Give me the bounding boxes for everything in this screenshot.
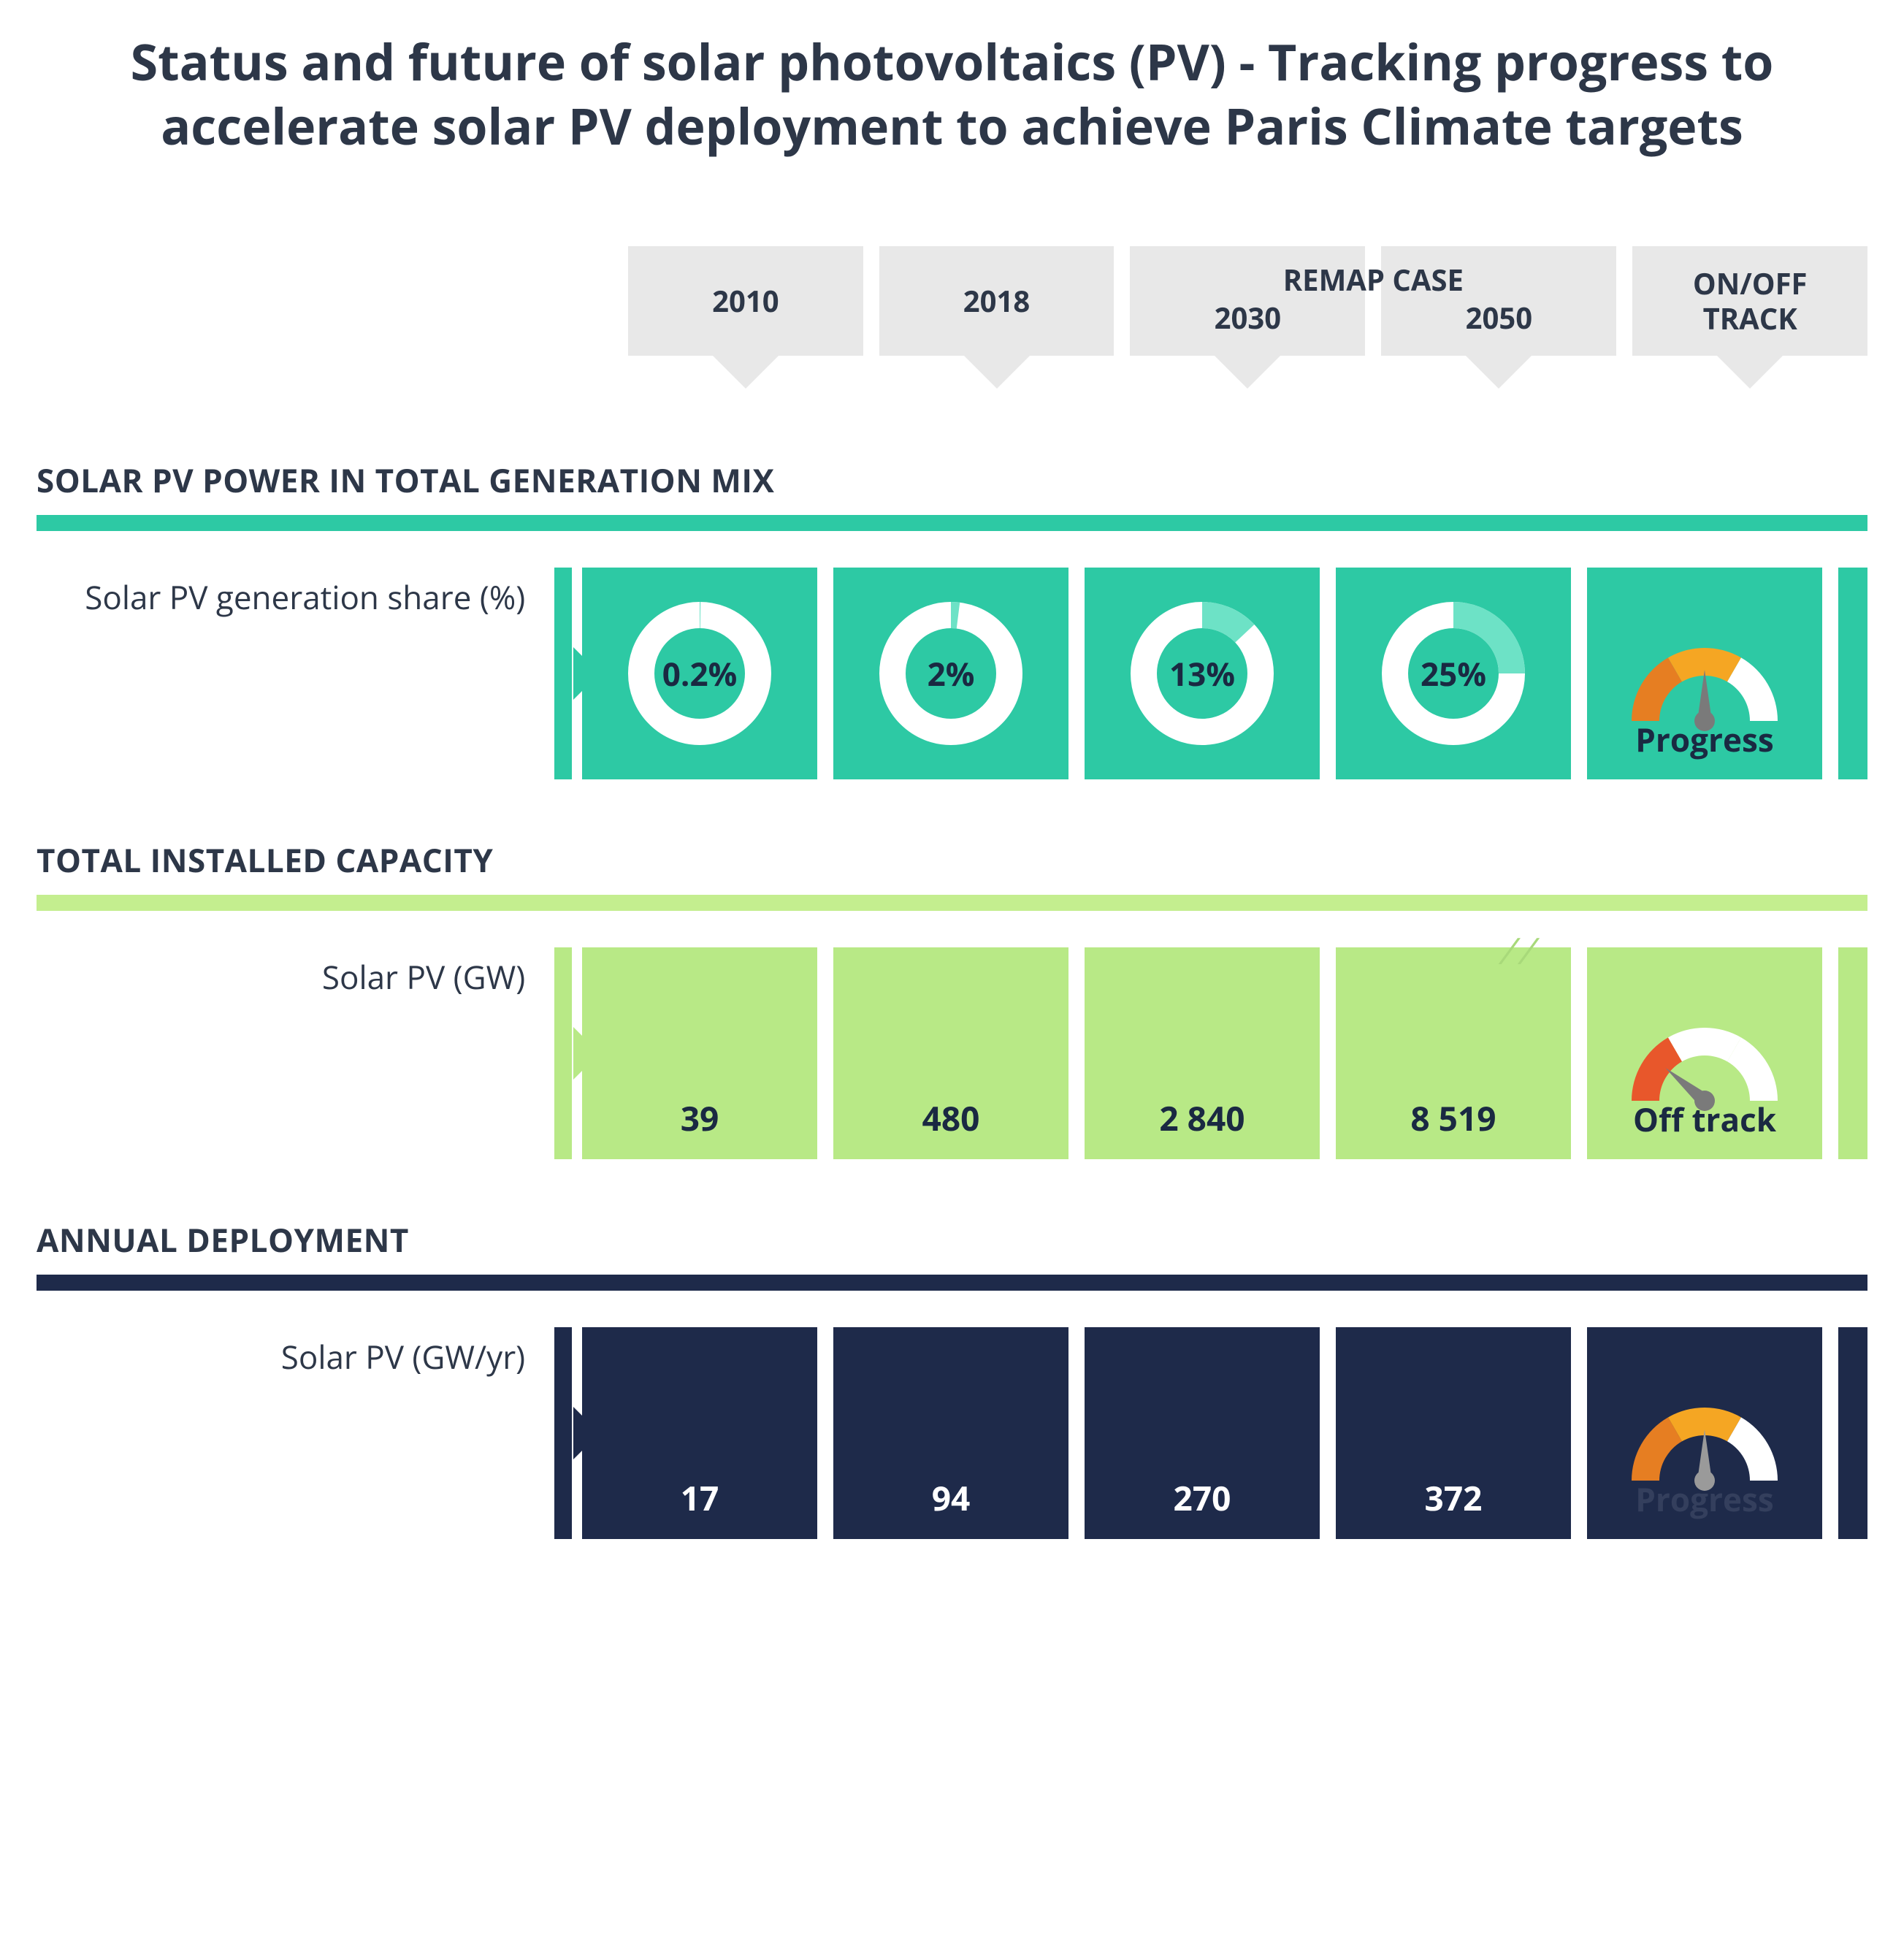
trailing-cell [1838, 1327, 1867, 1539]
data-cell: 2 840 [1085, 947, 1320, 1159]
trailing-cell [1838, 568, 1867, 779]
row-installed-capacity: Solar PV (GW) 39 480 2 840 8 519// Off trac… [37, 947, 1867, 1159]
status-cell: Progress [1587, 568, 1822, 779]
data-cell: 0.2% [582, 568, 817, 779]
header-2018: 2018 [879, 246, 1115, 356]
cell-value: 8 519 [1410, 1096, 1496, 1141]
cell-value: 39 [681, 1096, 719, 1141]
data-cell: 94 [833, 1327, 1068, 1539]
section-generation-mix: SOLAR PV POWER IN TOTAL GENERATION MIX S… [37, 458, 1867, 779]
section-bar-capacity [37, 895, 1867, 911]
data-cell: 8 519// [1336, 947, 1571, 1159]
row-accent [554, 568, 572, 779]
row-label-capacity: Solar PV (GW) [322, 955, 525, 999]
status-label: Progress [1587, 717, 1822, 761]
row-accent [554, 1327, 572, 1539]
page-title: Status and future of solar photovoltaics… [37, 29, 1867, 159]
section-installed-capacity: TOTAL INSTALLED CAPACITY Solar PV (GW) 3… [37, 838, 1867, 1159]
cell-value: 94 [932, 1475, 971, 1521]
section-heading-generation: SOLAR PV POWER IN TOTAL GENERATION MIX [37, 458, 1867, 502]
donut-chart: 25% [1380, 600, 1526, 747]
data-cell: 372 [1336, 1327, 1571, 1539]
header-remap-group: REMAP CASE 2030 2050 [1130, 246, 1616, 356]
data-cell: 13% [1085, 568, 1320, 779]
section-bar-deployment [37, 1275, 1867, 1291]
cell-value: 372 [1425, 1475, 1483, 1521]
status-cell: Off track [1587, 947, 1822, 1159]
header-ontrack: ON/OFF TRACK [1632, 246, 1867, 356]
donut-value: 25% [1380, 600, 1526, 747]
row-accent [554, 947, 572, 1159]
trailing-cell [1838, 947, 1867, 1159]
row-label-generation: Solar PV generation share (%) [85, 575, 525, 619]
data-cell: 480 [833, 947, 1068, 1159]
data-cell: 25% [1336, 568, 1571, 779]
row-generation-share: Solar PV generation share (%) 0.2% 2% 13… [37, 568, 1867, 779]
column-headers: 2010 2018 REMAP CASE 2030 2050 ON/OFF TR… [628, 246, 1867, 356]
deco-icon: // [1494, 925, 1551, 975]
donut-value: 13% [1129, 600, 1275, 747]
cell-value: 17 [681, 1475, 719, 1521]
donut-chart: 2% [878, 600, 1024, 747]
status-label: Progress [1587, 1477, 1822, 1521]
row-label-deployment: Solar PV (GW/yr) [281, 1335, 525, 1378]
data-cell: 17 [582, 1327, 817, 1539]
status-cell: Progress [1587, 1327, 1822, 1539]
data-cell: 270 [1085, 1327, 1320, 1539]
header-remap-label: REMAP CASE [1130, 259, 1616, 299]
status-label: Off track [1587, 1097, 1822, 1141]
cell-value: 480 [922, 1096, 980, 1141]
header-2010: 2010 [628, 246, 863, 356]
data-cell: 39 [582, 947, 817, 1159]
section-heading-deployment: ANNUAL DEPLOYMENT [37, 1218, 1867, 1261]
section-bar-generation [37, 515, 1867, 531]
donut-chart: 0.2% [627, 600, 773, 747]
row-annual-deployment: Solar PV (GW/yr) 17 94 270 372 Progress [37, 1327, 1867, 1539]
cell-value: 270 [1174, 1475, 1231, 1521]
donut-value: 2% [878, 600, 1024, 747]
section-annual-deployment: ANNUAL DEPLOYMENT Solar PV (GW/yr) 17 94 2… [37, 1218, 1867, 1539]
donut-value: 0.2% [627, 600, 773, 747]
data-cell: 2% [833, 568, 1068, 779]
section-heading-capacity: TOTAL INSTALLED CAPACITY [37, 838, 1867, 882]
donut-chart: 13% [1129, 600, 1275, 747]
cell-value: 2 840 [1159, 1096, 1245, 1141]
